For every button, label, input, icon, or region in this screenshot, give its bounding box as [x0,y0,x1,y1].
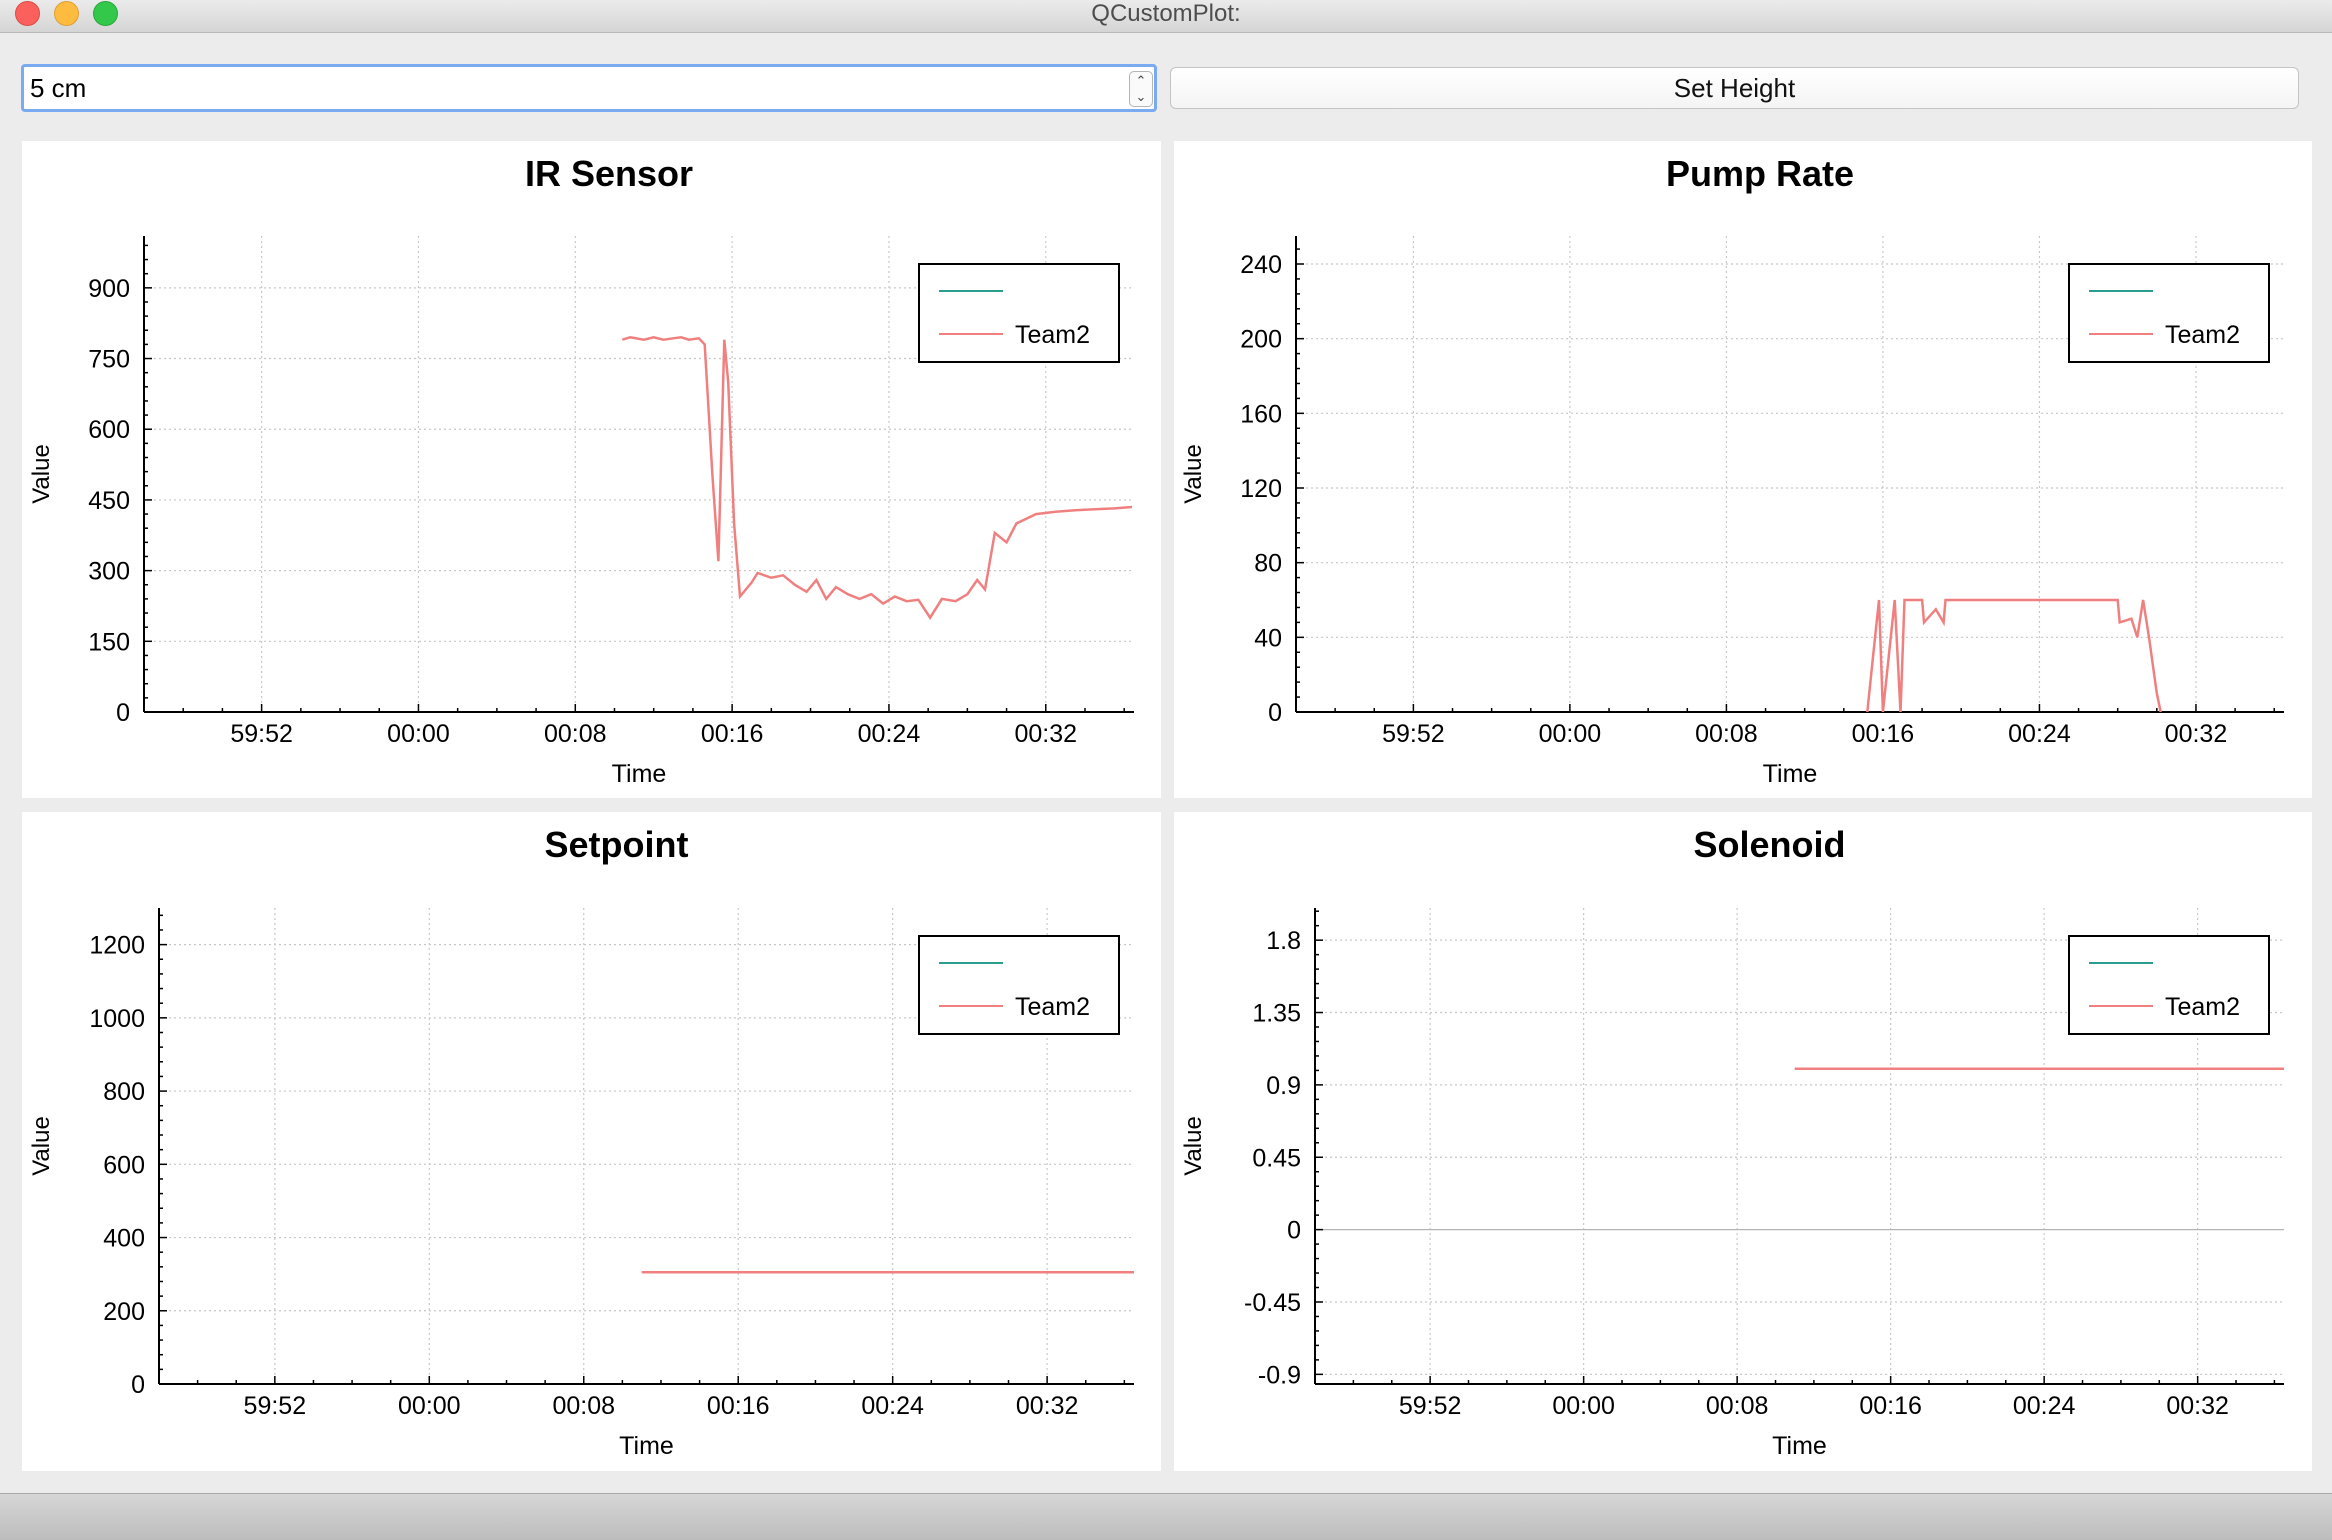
x-tick-label: 00:32 [1015,720,1078,748]
legend: Team2 [2068,263,2270,363]
y-axis-label: Value [28,1116,55,1176]
y-tick-label: 240 [1240,251,1282,279]
y-tick-label: 750 [88,346,130,374]
y-tick-label: 600 [103,1151,145,1179]
chevron-up-icon[interactable]: ⌃ [1135,73,1147,88]
y-tick-label: -0.9 [1258,1361,1301,1389]
y-tick-label: 40 [1254,624,1282,652]
x-tick-label: 00:00 [1552,1392,1615,1420]
set-height-button[interactable]: Set Height [1170,67,2299,109]
x-tick-label: 00:16 [701,720,764,748]
y-tick-label: 800 [103,1078,145,1106]
y-tick-label: 200 [103,1298,145,1326]
y-tick-label: 0 [1268,699,1282,727]
x-tick-label: 59:52 [1382,720,1445,748]
y-tick-label: 80 [1254,550,1282,578]
x-tick-label: 00:32 [2165,720,2228,748]
height-spinbox[interactable]: ⌃ ⌄ [21,64,1157,112]
y-tick-label: 1200 [89,932,145,960]
y-tick-label: 900 [88,275,130,303]
y-tick-label: 160 [1240,400,1282,428]
x-tick-label: 00:08 [544,720,607,748]
x-tick-label: 59:52 [230,720,293,748]
x-axis-label: Time [1763,760,1818,788]
x-tick-label: 00:16 [1859,1392,1922,1420]
x-tick-label: 00:24 [2013,1392,2076,1420]
legend: Team2 [2068,935,2270,1035]
legend-entry-label: Team2 [1015,993,1090,1021]
x-tick-label: 00:00 [387,720,450,748]
solenoid-plot-panel: Solenoid 59:52 00:00 00:08 00:16 00:24 00:32 -0… [1174,812,2312,1471]
legend-entry-label: Team2 [2165,321,2240,349]
title-bar: QCustomPlot: [0,0,2332,33]
pump-rate-plot-panel: Pump Rate 59:52 00:00 00:08 00:16 00:24 00:32 0… [1174,141,2312,798]
y-tick-label: 0.45 [1252,1144,1301,1172]
plot-title: Setpoint [545,824,689,865]
y-tick-label: 1.8 [1266,927,1301,955]
x-tick-label: 00:00 [398,1392,461,1420]
y-tick-label: 0.9 [1266,1072,1301,1100]
y-tick-label: 0 [116,699,130,727]
legend-entry-label: Team2 [2165,993,2240,1021]
x-tick-label: 00:24 [2008,720,2071,748]
x-tick-label: 00:16 [1852,720,1915,748]
x-tick-label: 59:52 [1399,1392,1462,1420]
x-tick-label: 00:00 [1539,720,1602,748]
x-axis-label: Time [619,1432,674,1460]
maximize-window-button[interactable] [93,1,118,26]
x-tick-label: 00:08 [1706,1392,1769,1420]
y-tick-label: 0 [131,1371,145,1399]
legend: Team2 [918,935,1120,1035]
series-line-team2 [621,336,1133,621]
series-line-team2 [1866,598,2162,712]
legend: Team2 [918,263,1120,363]
plot-svg: Solenoid 59:52 00:00 00:08 00:16 00:24 00:32 -0… [1180,824,2284,1460]
y-tick-label: 200 [1240,326,1282,354]
plot-title: Solenoid [1694,824,1846,865]
spin-arrows[interactable]: ⌃ ⌄ [1129,71,1153,107]
plot-title: Pump Rate [1666,153,1854,194]
plot-title: IR Sensor [525,153,693,194]
setpoint-plot-panel: Setpoint 59:52 00:00 00:08 00:16 00:24 00:32 0 2… [22,812,1161,1471]
y-tick-label: 1.35 [1252,1000,1301,1028]
y-tick-label: 150 [88,628,130,656]
x-tick-label: 00:08 [1695,720,1758,748]
y-tick-label: 300 [88,558,130,586]
x-tick-label: 00:16 [707,1392,770,1420]
y-tick-label: -0.45 [1244,1289,1301,1317]
x-tick-label: 59:52 [244,1392,307,1420]
minimize-window-button[interactable] [54,1,79,26]
y-tick-label: 600 [88,416,130,444]
x-tick-label: 00:08 [552,1392,615,1420]
window-title: QCustomPlot: [1091,0,1241,27]
y-axis-label: Value [1180,1116,1207,1176]
y-tick-label: 0 [1287,1217,1301,1245]
y-tick-label: 400 [103,1225,145,1253]
legend-entry-label: Team2 [1015,321,1090,349]
y-tick-label: 1000 [89,1005,145,1033]
status-bar [0,1493,2332,1540]
x-axis-label: Time [1772,1432,1827,1460]
y-tick-label: 120 [1240,475,1282,503]
plot-svg: Setpoint 59:52 00:00 00:08 00:16 00:24 00:32 0 2… [28,824,1134,1460]
plot-svg: Pump Rate 59:52 00:00 00:08 00:16 00:24 00:32 0… [1180,153,2284,788]
x-axis-label: Time [612,760,667,788]
x-tick-label: 00:32 [1016,1392,1079,1420]
close-window-button[interactable] [15,1,40,26]
ir-sensor-plot-panel: IR Sensor 59:52 00:00 00:08 00:16 00:24 00:32 0… [22,141,1161,798]
y-tick-label: 450 [88,487,130,515]
y-axis-label: Value [1180,444,1207,504]
x-tick-label: 00:24 [861,1392,924,1420]
y-axis-label: Value [28,444,55,504]
x-tick-label: 00:24 [858,720,921,748]
height-input[interactable] [30,71,1110,105]
plot-svg: IR Sensor 59:52 00:00 00:08 00:16 00:24 00:32 0… [28,153,1134,788]
x-tick-label: 00:32 [2166,1392,2229,1420]
chevron-down-icon[interactable]: ⌄ [1135,89,1147,104]
